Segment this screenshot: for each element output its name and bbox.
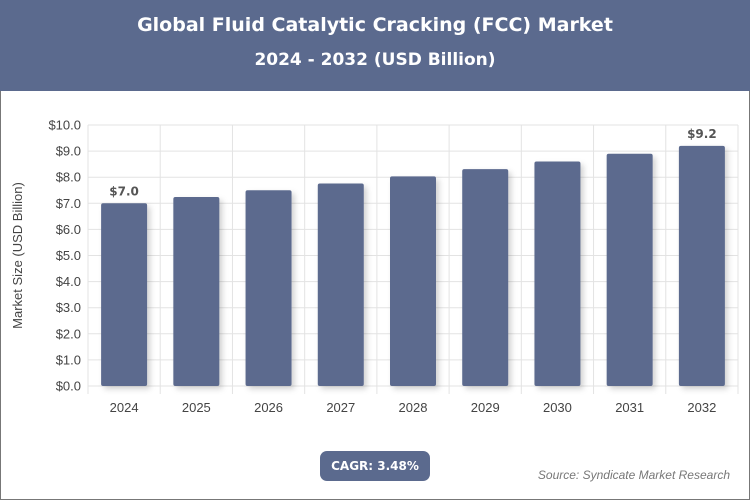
bar-2029 [462,169,509,386]
x-tick-label: 2032 [687,400,716,415]
x-tick-label: 2025 [182,400,211,415]
cagr-badge: CAGR: 3.48% [320,451,430,481]
y-tick-label: $8.0 [56,170,81,185]
bar-2030 [534,161,581,386]
y-tick-label: $1.0 [56,352,81,367]
y-tick-label: $4.0 [56,274,81,289]
bar-2028 [390,176,436,386]
y-tick-label: $6.0 [56,222,81,237]
chart-header: Global Fluid Catalytic Cracking (FCC) Ma… [0,0,750,91]
y-tick-label: $7.0 [56,196,81,211]
bar-2032 [678,145,725,386]
x-tick-label: 2030 [543,400,572,415]
x-tick-label: 2024 [110,400,139,415]
y-tick-label: $2.0 [56,326,81,341]
data-label: $9.2 [687,127,717,141]
x-tick-label: 2027 [326,400,355,415]
bar-2026 [245,190,292,386]
bar-2024 [101,203,148,386]
data-label: $7.0 [109,184,139,198]
x-tick-label: 2026 [254,400,283,415]
bar-2027 [317,183,364,386]
y-axis-label: Market Size (USD Billion) [10,182,25,329]
y-tick-label: $0.0 [56,379,81,394]
x-tick-label: 2031 [615,400,644,415]
chart-subtitle: 2024 - 2032 (USD Billion) [254,50,496,70]
y-tick-label: $9.0 [56,144,81,159]
chart-title: Global Fluid Catalytic Cracking (FCC) Ma… [137,14,613,36]
y-tick-label: $3.0 [56,300,81,315]
y-tick-label: $10.0 [48,118,81,133]
bar-2025 [173,197,220,386]
x-tick-label: 2029 [471,400,500,415]
source-note: Source: Syndicate Market Research [537,468,730,482]
bar-2031 [606,153,653,386]
y-tick-label: $5.0 [56,248,81,263]
x-tick-label: 2028 [399,400,428,415]
